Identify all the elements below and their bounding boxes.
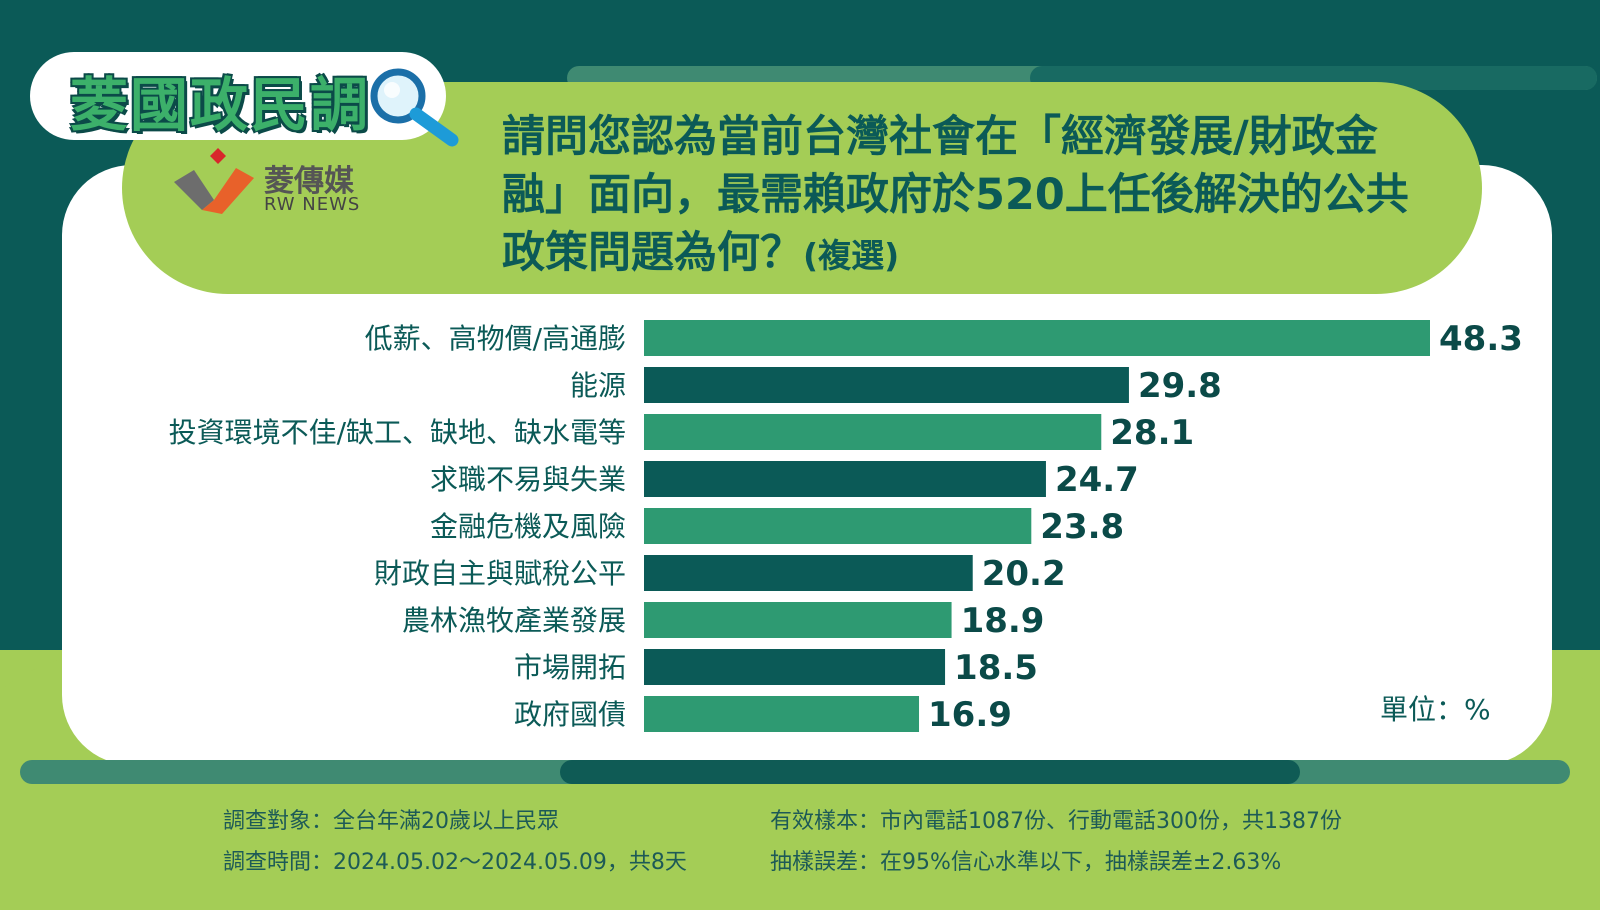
category-label: 求職不易與失業 bbox=[430, 463, 626, 496]
bar bbox=[644, 649, 946, 685]
category-label: 財政自主與賦稅公平 bbox=[374, 557, 626, 590]
value-label: 20.2 bbox=[982, 554, 1066, 594]
category-label: 能源 bbox=[570, 369, 626, 402]
brand-logo: 菱傳媒 RW NEWS bbox=[172, 148, 372, 218]
magnifier-icon bbox=[370, 68, 459, 147]
bar bbox=[644, 508, 1032, 544]
survey-question: 請問您認為當前台灣社會在「經濟發展/財政金融」面向，最需賴政府於520上任後解決… bbox=[502, 108, 1442, 285]
category-label: 政府國債 bbox=[514, 698, 626, 731]
category-label: 投資環境不佳/缺工、缺地、缺水電等 bbox=[169, 416, 626, 449]
category-label: 市場開拓 bbox=[514, 651, 626, 684]
question-suffix: (複選) bbox=[803, 236, 900, 275]
brand-name: 菱傳媒 bbox=[264, 164, 354, 199]
poll-logo-text: 菱國政民調 bbox=[70, 71, 371, 139]
value-label: 29.8 bbox=[1138, 366, 1222, 406]
value-label: 24.7 bbox=[1055, 460, 1139, 500]
value-label: 16.9 bbox=[928, 695, 1012, 735]
value-label: 18.5 bbox=[954, 648, 1038, 688]
bar bbox=[644, 696, 920, 732]
value-label: 28.1 bbox=[1110, 413, 1194, 453]
value-label: 18.9 bbox=[961, 601, 1045, 641]
rw-news-logo-icon bbox=[174, 148, 254, 214]
sample-size: 有效樣本：市內電話1087份、行動電話300份，共1387份 bbox=[770, 809, 1342, 834]
survey-period: 調查時間：2024.05.02～2024.05.09，共8天 bbox=[223, 850, 687, 875]
bar bbox=[644, 414, 1102, 450]
unit-label: 單位：% bbox=[1380, 693, 1491, 726]
bar bbox=[644, 461, 1046, 497]
brand-subtitle: RW NEWS bbox=[264, 194, 361, 215]
sampling-error: 抽樣誤差：在95%信心水準以下，抽樣誤差±2.63% bbox=[770, 850, 1282, 875]
bar bbox=[644, 602, 952, 638]
category-label: 農林漁牧產業發展 bbox=[402, 604, 626, 637]
bar bbox=[644, 367, 1129, 403]
value-label: 23.8 bbox=[1040, 507, 1124, 547]
divider-stripe-dark bbox=[560, 760, 1300, 784]
question-text: 請問您認為當前台灣社會在「經濟發展/財政金融」面向，最需賴政府於520上任後解決… bbox=[502, 112, 1409, 278]
value-label: 48.3 bbox=[1439, 319, 1523, 359]
bar bbox=[644, 555, 973, 591]
category-label: 低薪、高物價/高通膨 bbox=[365, 322, 626, 355]
bar bbox=[644, 320, 1430, 356]
category-label: 金融危機及風險 bbox=[430, 510, 626, 543]
survey-target: 調查對象：全台年滿20歲以上民眾 bbox=[223, 809, 559, 834]
